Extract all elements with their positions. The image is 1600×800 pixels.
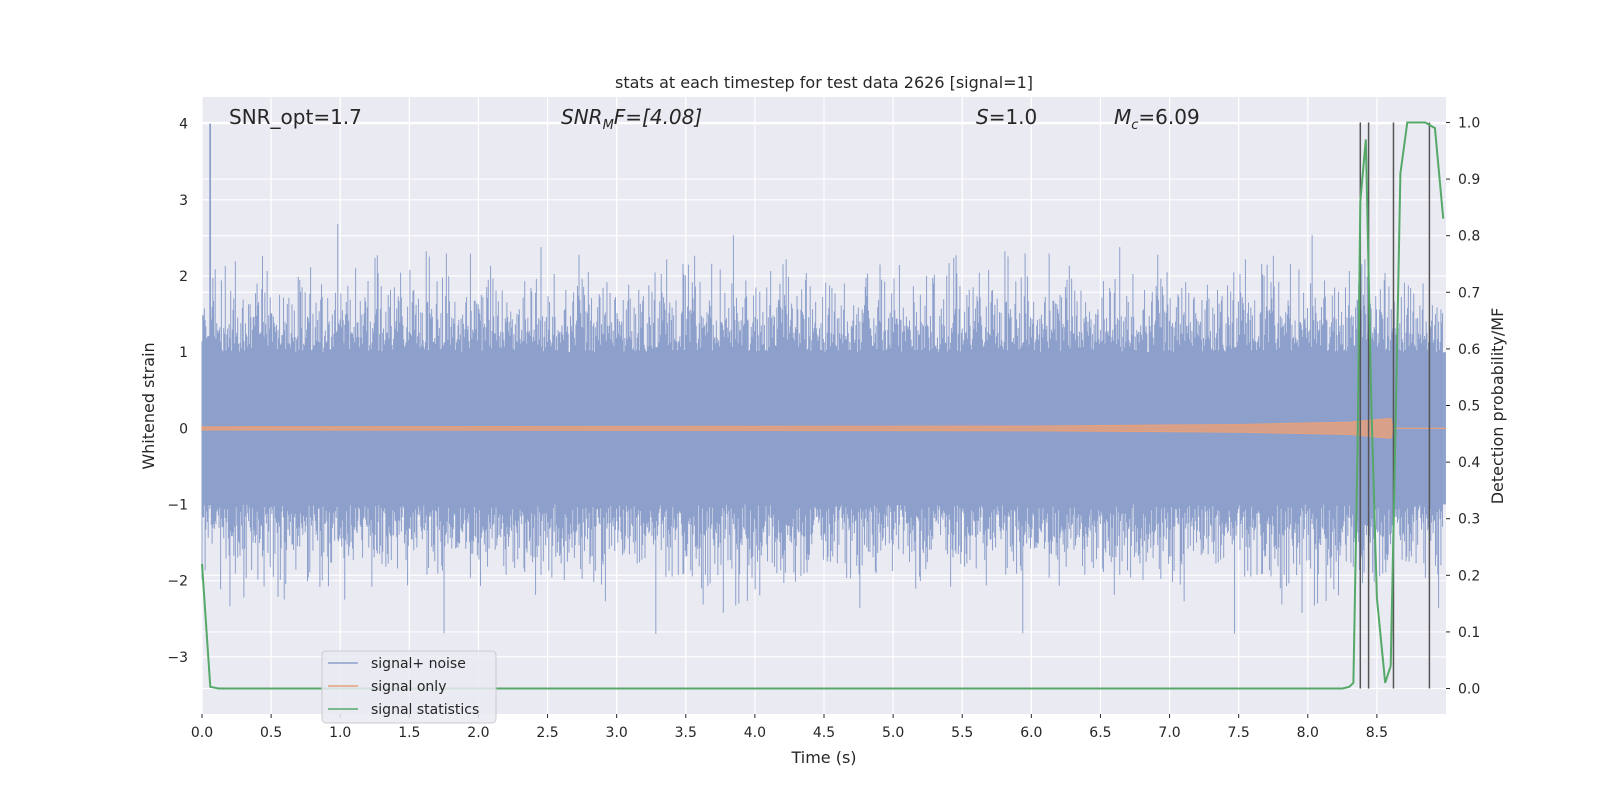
legend-label-signal-noise: signal+ noise [371, 656, 466, 672]
snr-mf-suffix: F=[4.08] [614, 105, 702, 129]
left-y-tick-label: 1 [179, 345, 188, 361]
signal-only-line [201, 417, 1446, 439]
x-tick-label: 3.0 [606, 725, 628, 741]
right-y-tick-label: 0.9 [1458, 172, 1480, 188]
left-y-tick-label: 3 [179, 193, 188, 209]
x-tick-label: 8.0 [1297, 725, 1319, 741]
x-tick-label: 4.0 [744, 725, 766, 741]
x-tick-label: 6.5 [1089, 725, 1111, 741]
snr-mf-prefix: SNR [561, 105, 603, 129]
mc-label: M [1114, 105, 1131, 129]
right-y-tick-label: 0.2 [1458, 568, 1480, 584]
left-y-tick-label: −2 [167, 574, 188, 590]
x-tick-label: 2.5 [536, 725, 558, 741]
snr-mf-annotation: SNRMF=[4.08] [561, 105, 702, 133]
right-y-tick-label: 0.4 [1458, 455, 1480, 471]
x-tick-label: 0.5 [260, 725, 282, 741]
mc-value: =6.09 [1138, 105, 1199, 129]
x-tick-label: 1.5 [398, 725, 420, 741]
snr-mf-subscript: M [603, 118, 614, 133]
x-tick-label: 2.0 [467, 725, 489, 741]
x-tick-label: 5.5 [951, 725, 973, 741]
s-label: S [976, 105, 989, 129]
legend-box [321, 650, 497, 724]
legend-label-signal-only: signal only [371, 679, 446, 695]
left-y-tick-label: 2 [179, 269, 188, 285]
chart-title: stats at each timestep for test data 262… [615, 73, 1033, 92]
x-tick-label: 4.5 [813, 725, 835, 741]
left-y-axis-ticks: −3 −2 −1 0 1 2 3 4 [167, 117, 188, 666]
left-y-tick-label: −3 [167, 650, 188, 666]
right-y-axis-ticks: 0.0 0.1 0.2 0.3 0.4 0.5 0.6 0.7 0.8 0.9 1.0 [1446, 115, 1480, 698]
x-tick-label: 1.0 [329, 725, 351, 741]
right-y-tick-label: 0.8 [1458, 229, 1480, 245]
legend: signal+ noise signal only signal statist… [321, 650, 497, 724]
x-tick-label: 8.5 [1366, 725, 1388, 741]
right-y-tick-label: 0.6 [1458, 342, 1480, 358]
right-y-tick-label: 1.0 [1458, 115, 1480, 131]
left-y-axis-label: Whitened strain [139, 342, 158, 469]
right-y-tick-label: 0.7 [1458, 285, 1480, 301]
snr-opt-annotation: SNR_opt=1.7 [229, 105, 362, 129]
s-annotation: S=1.0 [976, 105, 1037, 129]
x-tick-label: 0.0 [191, 725, 213, 741]
right-y-tick-label: 0.5 [1458, 399, 1480, 415]
mc-annotation: Mc=6.09 [1114, 105, 1200, 133]
right-y-tick-label: 0.0 [1458, 682, 1480, 698]
legend-label-signal-statistics: signal statistics [371, 702, 479, 718]
x-tick-label: 6.0 [1020, 725, 1042, 741]
left-y-tick-label: −1 [167, 498, 188, 514]
right-y-tick-label: 0.1 [1458, 625, 1480, 641]
left-y-tick-label: 4 [179, 117, 188, 133]
left-y-tick-label: 0 [179, 421, 188, 437]
x-axis-label: Time (s) [790, 748, 856, 767]
signal-only-series [201, 417, 1446, 439]
x-axis-ticks: 0.0 0.5 1.0 1.5 2.0 2.5 3.0 3.5 4.0 4.5 5.0 5.5 6.0 6… [191, 714, 1388, 741]
x-tick-label: 5.0 [882, 725, 904, 741]
x-tick-label: 3.5 [675, 725, 697, 741]
right-y-axis-label: Detection probability/MF [1488, 308, 1507, 505]
s-value: =1.0 [989, 105, 1038, 129]
mc-subscript: c [1131, 118, 1138, 133]
right-y-tick-label: 0.3 [1458, 512, 1480, 528]
x-tick-label: 7.0 [1158, 725, 1180, 741]
x-tick-label: 7.5 [1228, 725, 1250, 741]
